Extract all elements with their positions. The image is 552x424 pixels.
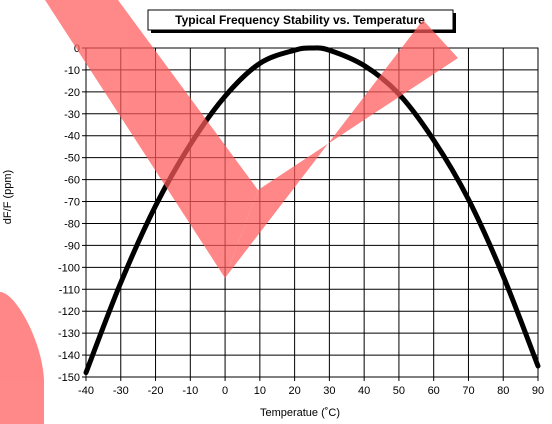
- y-tick-label: -50: [64, 153, 80, 165]
- series-point: [467, 198, 469, 200]
- y-tick-labels: 0-10-20-30-40-50-60-70-80-90-100-110-120…: [58, 43, 80, 384]
- x-tick-label: 40: [358, 385, 370, 397]
- y-tick-label: -150: [58, 372, 80, 384]
- y-tick-label: -130: [58, 328, 80, 340]
- series-point: [328, 49, 330, 51]
- watermark-left-arc: [0, 292, 44, 424]
- x-tick-label: -10: [182, 385, 198, 397]
- chart-title: Typical Frequency Stability vs. Temperat…: [175, 13, 425, 27]
- x-tick-label: 70: [462, 385, 474, 397]
- x-axis-title: Temperatue (˚C): [260, 407, 340, 419]
- watermark-right-stroke: [225, 20, 458, 278]
- title-frame: [147, 9, 454, 31]
- y-tick-label: -40: [64, 131, 80, 143]
- x-tick-label: -40: [78, 385, 94, 397]
- y-tick-label: -90: [64, 240, 80, 252]
- y-tick-label: -10: [64, 65, 80, 77]
- series-point: [502, 275, 504, 277]
- y-tick-label: -120: [58, 306, 80, 318]
- series-point: [433, 139, 435, 141]
- plot-frame: [85, 47, 539, 378]
- series-point: [120, 282, 122, 284]
- y-tick-label: -30: [64, 109, 80, 121]
- watermark-overlay: [0, 0, 458, 424]
- y-tick-label: -100: [58, 262, 80, 274]
- y-tick-label: -110: [59, 284, 80, 296]
- x-tick-label: 90: [532, 385, 544, 397]
- series-point: [155, 205, 157, 207]
- series-point: [224, 95, 226, 97]
- x-tick-label: -20: [148, 385, 164, 397]
- watermark-left-stroke: [45, 0, 258, 278]
- series-point: [363, 65, 365, 67]
- series-point: [259, 62, 261, 64]
- x-tick-label: 50: [393, 385, 405, 397]
- x-tick-labels: -40 -30 -20 -10 0 10 20 30 40 50 60 70 80 90: [78, 385, 544, 397]
- x-tick-label: 30: [323, 385, 335, 397]
- x-tick-label: -30: [113, 385, 129, 397]
- y-tick-label: -140: [58, 350, 80, 362]
- chart-title-box: Typical Frequency Stability vs. Temperat…: [147, 9, 456, 33]
- y-tick-label: -60: [64, 175, 80, 187]
- x-tick-label: 10: [254, 385, 266, 397]
- y-tick-label: -80: [64, 218, 80, 230]
- y-tick-label: -70: [64, 197, 80, 209]
- x-tick-label: 0: [222, 385, 228, 397]
- y-tick-label: -20: [64, 87, 80, 99]
- x-tick-label: 80: [497, 385, 509, 397]
- y-axis-title: dF/F (ppm): [2, 170, 14, 224]
- series-point: [294, 49, 296, 51]
- x-tick-label: 20: [288, 385, 300, 397]
- x-tick-label: 60: [428, 385, 440, 397]
